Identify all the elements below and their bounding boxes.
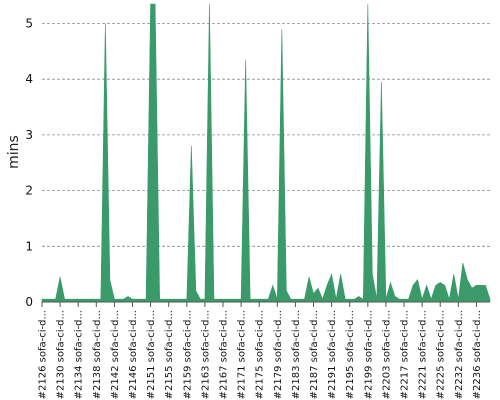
y-tick-label: 3 <box>25 128 33 142</box>
x-tick-label: #2134 sofa-ci-d... <box>74 310 85 399</box>
x-axis-ticks: #2126 sofa-ci-d... #2130 sofa-ci-d... #213… <box>38 302 483 399</box>
x-tick-label: #2138 sofa-ci-d... <box>92 310 103 399</box>
x-tick-label: #2175 sofa-ci-d... <box>255 310 266 399</box>
x-tick-label: #2167 sofa-ci-d... <box>219 310 230 399</box>
y-axis-ticks: 0 1 2 3 4 5 <box>25 16 33 309</box>
x-tick-label: #2146 sofa-ci-d... <box>128 310 139 399</box>
y-tick-label: 5 <box>25 16 33 30</box>
x-tick-label: #2163 sofa-ci-d... <box>200 310 211 399</box>
x-tick-label: #2187 sofa-ci-d... <box>309 310 320 399</box>
x-tick-label: #2126 sofa-ci-d... <box>38 310 49 399</box>
x-tick-label: #2203 sofa-ci-d... <box>381 310 392 399</box>
y-tick-label: 2 <box>25 184 33 198</box>
x-tick-label: #2179 sofa-ci-d... <box>273 310 284 399</box>
series-area <box>41 3 491 303</box>
x-tick-label: #2191 sofa-ci-d... <box>327 310 338 399</box>
x-tick-label: #2225 sofa-ci-d... <box>436 310 447 399</box>
y-axis-label: mins <box>6 135 22 169</box>
gridlines <box>42 23 490 247</box>
series-area-path <box>41 3 491 303</box>
x-tick-label: #2151 sofa-ci-d... <box>146 310 157 399</box>
y-tick-label: 4 <box>25 72 33 86</box>
x-tick-label: #2195 sofa-ci-d... <box>345 310 356 399</box>
y-tick-label: 1 <box>25 239 33 253</box>
x-tick-label: #2221 sofa-ci-d... <box>418 310 429 399</box>
x-tick-label: #2217 sofa-ci-d... <box>400 310 411 399</box>
x-tick-label: #2171 sofa-ci-d... <box>237 310 248 399</box>
x-tick-label: #2236 sofa-ci-d... <box>472 310 483 399</box>
x-tick-label: #2155 sofa-ci-d... <box>164 310 175 399</box>
x-tick-label: #2130 sofa-ci-d... <box>56 310 67 399</box>
x-tick-label: #2142 sofa-ci-d... <box>110 310 121 399</box>
x-tick-label: #2159 sofa-ci-d... <box>182 310 193 399</box>
x-tick-label: #2232 sofa-ci-d... <box>454 310 465 399</box>
x-tick-label: #2199 sofa-ci-d... <box>363 310 374 399</box>
x-tick-label: #2183 sofa-ci-d... <box>291 310 302 399</box>
y-tick-label: 0 <box>25 295 33 309</box>
